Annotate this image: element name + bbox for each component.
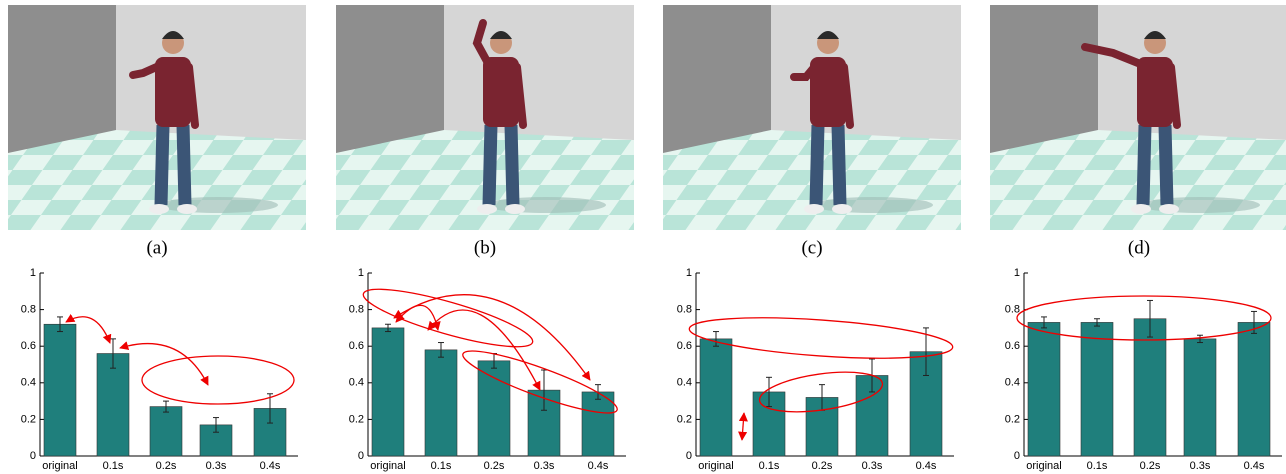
y-tick-label: 0.6 xyxy=(349,340,364,352)
y-tick-label: 0 xyxy=(1014,450,1020,462)
render-image xyxy=(8,5,306,230)
bar xyxy=(1081,322,1113,456)
x-tick-label: 0.3s xyxy=(862,460,883,472)
bar-chart: 0 0.2 0.4 0.6 0.8 1 original 0.1s 0.2s 0.3s 0.4s xyxy=(21,267,298,472)
shoe xyxy=(1159,204,1179,214)
x-tick-label: 0.4s xyxy=(1244,460,1265,472)
y-tick-label: 0.8 xyxy=(677,304,692,316)
panel-caption: (a) xyxy=(146,237,167,258)
back-wall xyxy=(1098,5,1286,140)
shoe xyxy=(1131,204,1151,214)
y-tick-label: 0.4 xyxy=(677,377,692,389)
bar-chart: 0 0.2 0.4 0.6 0.8 1 original 0.1s 0.2s 0.3s 0.4s xyxy=(349,267,626,472)
y-tick-label: 0.6 xyxy=(677,340,692,352)
y-tick-label: 0.2 xyxy=(349,413,364,425)
bar xyxy=(1238,322,1270,456)
y-tick-label: 0.8 xyxy=(349,304,364,316)
shoe xyxy=(804,204,824,214)
side-wall xyxy=(336,5,444,153)
y-tick-label: 1 xyxy=(686,267,692,279)
x-tick-label: 0.2s xyxy=(812,460,833,472)
y-tick-label: 0 xyxy=(30,450,36,462)
y-tick-label: 0.2 xyxy=(677,413,692,425)
y-tick-label: 0.4 xyxy=(1005,377,1020,389)
bar xyxy=(478,361,510,456)
bar-chart: 0 0.2 0.4 0.6 0.8 1 original 0.1s 0.2s 0.3s 0.4s xyxy=(1005,267,1282,472)
shadow xyxy=(813,197,933,213)
bar xyxy=(1184,339,1216,456)
y-tick-label: 0.4 xyxy=(349,377,364,389)
x-tick-label: original xyxy=(1026,460,1061,472)
x-tick-label: 0.2s xyxy=(156,460,177,472)
x-tick-label: 0.2s xyxy=(484,460,505,472)
annotation-arrow xyxy=(120,344,208,385)
shadow xyxy=(158,197,278,213)
x-tick-label: 0.3s xyxy=(1190,460,1211,472)
bar xyxy=(372,328,404,456)
x-tick-label: original xyxy=(370,460,405,472)
x-tick-label: 0.1s xyxy=(431,460,452,472)
bar xyxy=(44,324,76,456)
shoe xyxy=(177,204,197,214)
x-tick-label: 0.4s xyxy=(588,460,609,472)
y-tick-label: 1 xyxy=(1014,267,1020,279)
bar xyxy=(1028,322,1060,456)
x-tick-label: original xyxy=(42,460,77,472)
shoe xyxy=(505,204,525,214)
x-tick-label: original xyxy=(698,460,733,472)
side-wall xyxy=(8,5,116,153)
panel-caption: (b) xyxy=(474,237,496,258)
annotation-ellipse xyxy=(142,356,294,404)
shoe xyxy=(477,204,497,214)
figure: (a) (b) (c) (d) 0 0.2 0.4 0.6 0.8 1 original 0.1s 0.… xyxy=(0,0,1286,474)
y-tick-label: 0.6 xyxy=(21,340,36,352)
bar-chart: 0 0.2 0.4 0.6 0.8 1 original 0.1s 0.2s 0.3s 0.4s xyxy=(677,267,954,472)
shoe xyxy=(149,204,169,214)
y-tick-label: 0.6 xyxy=(1005,340,1020,352)
side-wall xyxy=(663,5,771,153)
bar xyxy=(425,350,457,456)
y-tick-label: 0.8 xyxy=(1005,304,1020,316)
panel-caption: (c) xyxy=(801,237,822,258)
bar xyxy=(97,354,129,456)
x-tick-label: 0.3s xyxy=(206,460,227,472)
bar xyxy=(150,407,182,456)
shoe xyxy=(832,204,852,214)
y-tick-label: 0 xyxy=(686,450,692,462)
render-image xyxy=(663,5,961,230)
x-tick-label: 0.4s xyxy=(260,460,281,472)
panel-caption: (d) xyxy=(1128,237,1150,258)
y-tick-label: 0.8 xyxy=(21,304,36,316)
bar xyxy=(700,339,732,456)
render-image xyxy=(336,5,634,230)
x-tick-label: 0.2s xyxy=(1140,460,1161,472)
x-tick-label: 0.1s xyxy=(103,460,124,472)
side-wall xyxy=(990,5,1098,153)
shadow xyxy=(486,197,606,213)
y-tick-label: 0.2 xyxy=(21,413,36,425)
back-wall xyxy=(771,5,961,140)
render-image xyxy=(990,5,1286,230)
x-tick-label: 0.4s xyxy=(916,460,937,472)
annotation-arrow xyxy=(742,413,744,440)
y-tick-label: 1 xyxy=(30,267,36,279)
shadow xyxy=(1140,197,1260,213)
y-tick-label: 0 xyxy=(358,450,364,462)
x-tick-label: 0.1s xyxy=(1087,460,1108,472)
x-tick-label: 0.3s xyxy=(534,460,555,472)
back-wall xyxy=(444,5,634,140)
x-tick-label: 0.1s xyxy=(759,460,780,472)
y-tick-label: 1 xyxy=(358,267,364,279)
y-tick-label: 0.4 xyxy=(21,377,36,389)
y-tick-label: 0.2 xyxy=(1005,413,1020,425)
bar xyxy=(582,392,614,456)
